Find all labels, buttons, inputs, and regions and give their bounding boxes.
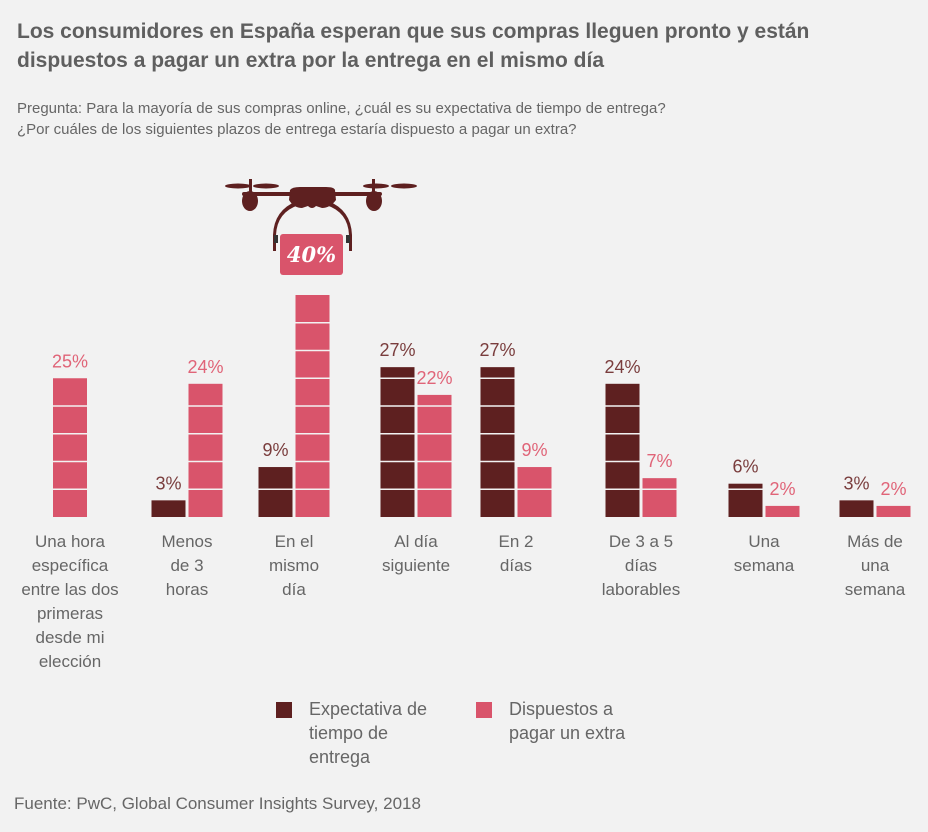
data-label-willing: 24% xyxy=(187,357,223,377)
bar-expectation xyxy=(258,467,293,517)
legend-label-willing: Dispuestos a pagar un extra xyxy=(509,699,626,743)
bar-willing xyxy=(517,467,552,517)
category-label: En 2 días xyxy=(456,530,576,578)
data-label-willing: 25% xyxy=(52,351,88,371)
category-label-line: elección xyxy=(38,652,102,671)
category-label-line: específica xyxy=(31,556,109,575)
category-label-line: semana xyxy=(844,580,906,599)
legend-swatch-willing xyxy=(476,702,492,718)
data-label-willing: 22% xyxy=(416,368,452,388)
category-label: Una semana xyxy=(704,530,824,578)
bar-willing xyxy=(188,383,223,517)
category-label-line: siguiente xyxy=(381,556,451,575)
category-label-line: mismo xyxy=(268,556,320,575)
category-label-line: Más de xyxy=(847,532,903,551)
category-label-line: En el xyxy=(274,532,314,551)
category-label-line: Menos xyxy=(161,532,213,551)
category-label-line: Al día xyxy=(394,532,438,551)
data-label-expectation: 9% xyxy=(262,440,288,460)
category-label-line: laborables xyxy=(601,580,681,599)
data-label-expectation: 24% xyxy=(604,357,640,377)
data-label-expectation: 27% xyxy=(479,340,515,360)
subtitle-question-1: Pregunta: Para la mayoría de sus compras… xyxy=(17,100,666,117)
category-label-line: horas xyxy=(165,580,209,599)
data-label-willing: 7% xyxy=(646,451,672,471)
category-label-line: semana xyxy=(733,556,795,575)
category-label-line: días xyxy=(499,556,533,575)
category-label-line: día xyxy=(282,580,306,599)
bar-expectation xyxy=(605,383,640,517)
bar-willing xyxy=(765,505,800,517)
category-label-line: De 3 a 5 xyxy=(608,532,674,551)
data-label-expectation: 3% xyxy=(843,473,869,493)
category-label-line: primeras xyxy=(36,604,104,623)
data-label-expectation: 3% xyxy=(155,473,181,493)
category-label-line: entre las dos xyxy=(21,580,119,599)
category-label-line: días xyxy=(624,556,658,575)
bar-expectation xyxy=(839,500,874,517)
bar-willing xyxy=(642,478,677,517)
chart-title: Los consumidores en España esperan que s… xyxy=(17,20,810,72)
drone-annotation-badge: 40% xyxy=(280,234,343,275)
category-label-line: de 3 xyxy=(170,556,204,575)
category-label-line: una xyxy=(860,556,890,575)
data-label-willing: 9% xyxy=(521,440,547,460)
chart-subtitle: Pregunta: Para la mayoría de sus compras… xyxy=(17,98,917,140)
source-note: Fuente: PwC, Global Consumer Insights Su… xyxy=(14,794,421,813)
category-label: Al día siguiente xyxy=(356,530,476,578)
bar-willing xyxy=(417,394,452,517)
data-label-willing: 2% xyxy=(769,479,795,499)
category-label: En el mismo día xyxy=(234,530,354,602)
legend-swatch-expectation xyxy=(276,702,292,718)
category-label-line: desde mi xyxy=(35,628,105,647)
category-label: Más de una semana xyxy=(815,530,928,602)
bar-expectation xyxy=(380,367,415,517)
category-label-line: Una hora xyxy=(35,532,105,551)
bar-willing xyxy=(876,505,911,517)
data-label-expectation: 6% xyxy=(732,457,758,477)
category-label: De 3 a 5 días laborables xyxy=(581,530,701,602)
drone-annotation-label: 40% xyxy=(287,242,336,267)
category-label-line: En 2 xyxy=(498,532,534,551)
category-label: Una hora específica entre las dos primeras d… xyxy=(10,530,130,674)
bar-willing xyxy=(53,378,87,517)
bar-expectation xyxy=(480,367,515,517)
bar-expectation xyxy=(151,500,186,517)
data-label-expectation: 27% xyxy=(379,340,415,360)
category-label-line: Una xyxy=(748,532,780,551)
drone-icon xyxy=(225,179,417,251)
legend-label-expectation: Expectativa de tiempo de entrega xyxy=(309,699,428,767)
category-label: Menos de 3 horas xyxy=(127,530,247,602)
subtitle-question-2: ¿Por cuáles de los siguientes plazos de … xyxy=(17,121,577,138)
data-label-willing: 2% xyxy=(880,479,906,499)
